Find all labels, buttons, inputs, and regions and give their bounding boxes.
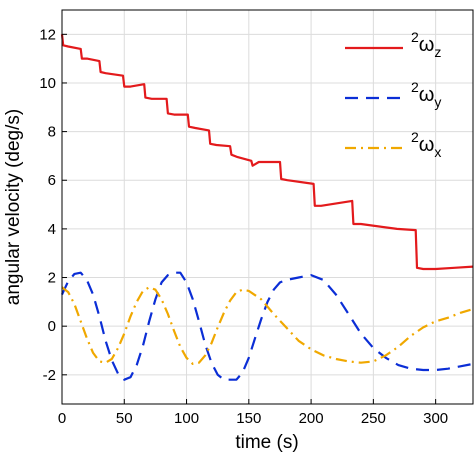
x-tick-label: 150 [236, 410, 261, 427]
y-tick-label: 10 [39, 75, 56, 92]
series-layer [60, 34, 474, 381]
x-tick-label: 0 [58, 410, 66, 427]
y-tick-label: 2 [48, 270, 56, 287]
legend-label-y: 2ωy [411, 79, 441, 110]
legend: 2ωz 2ωy 2ωx [345, 29, 441, 160]
ticks: 0 50 100 150 200 250 300 -2 0 2 4 6 8 10 12 [39, 26, 448, 427]
grid [61, 10, 473, 404]
y-tick-label: -2 [43, 367, 56, 384]
y-tick-label: 8 [48, 124, 56, 141]
y-axis-label: angular velocity (deg/s) [3, 109, 24, 305]
x-tick-label: 50 [116, 410, 133, 427]
y-tick-label: 6 [48, 172, 56, 189]
x-tick-label: 100 [174, 410, 199, 427]
x-tick-label: 300 [423, 410, 448, 427]
x-tick-label: 250 [361, 410, 386, 427]
series-line-x [61, 286, 474, 365]
y-tick-label: 12 [39, 26, 56, 43]
y-tick-label: 0 [48, 318, 56, 335]
x-tick-label: 200 [299, 410, 324, 427]
series-line-z [60, 34, 474, 271]
x-axis-label: time (s) [235, 432, 298, 453]
series-line-y [61, 271, 474, 381]
legend-label-x: 2ωx [411, 129, 441, 160]
legend-label-z: 2ωz [411, 29, 441, 60]
plot-background [62, 10, 473, 404]
plot-frame [61, 9, 474, 405]
y-tick-label: 4 [48, 221, 56, 238]
